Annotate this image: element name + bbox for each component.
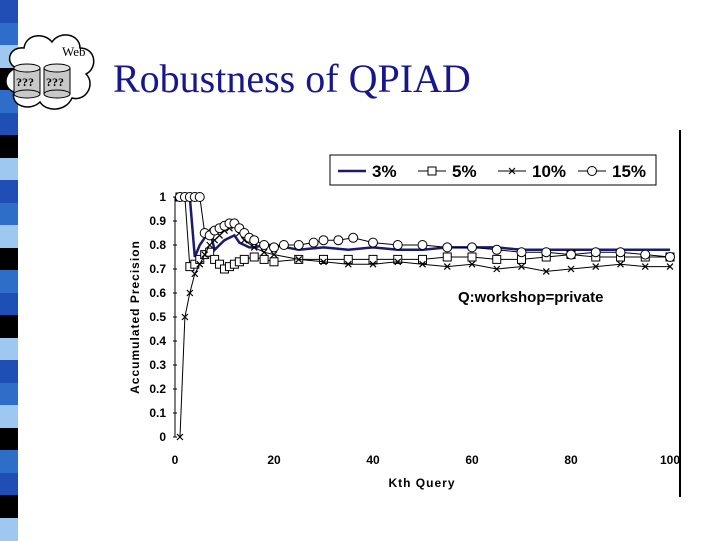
- y-tick-label: 0.8: [149, 238, 166, 252]
- stripe-segment: [0, 0, 18, 24]
- stripe-segment: [0, 518, 18, 541]
- y-axis-title: Accumulated Precision: [128, 240, 142, 394]
- data-point: [270, 243, 279, 252]
- web-cloud-database-icon: Web ??? ???: [2, 28, 98, 123]
- data-point: [591, 248, 600, 257]
- data-point: [294, 241, 303, 250]
- stripe-segment: [0, 158, 18, 182]
- legend-label: 5%: [452, 162, 477, 181]
- x-axis-title: Kth Query: [388, 476, 455, 490]
- data-point: [428, 167, 436, 175]
- precision-chart: 3% 5% 10% 15% 0 0.1 0.2 0.3 0.4 0.5 0.6 0.7 0.8 0.9 1…: [100, 125, 690, 500]
- stripe-segment: [0, 360, 18, 384]
- logo-web-label: Web: [62, 44, 86, 59]
- data-point: [443, 253, 451, 261]
- data-point: [260, 241, 269, 250]
- series-3: [175, 193, 674, 262]
- stripe-segment: [0, 225, 18, 249]
- y-tick-label: 0.9: [149, 214, 166, 228]
- data-point: [542, 248, 551, 257]
- data-point: [240, 255, 248, 263]
- stripe-segment: [0, 135, 18, 159]
- y-tick-label: 0.7: [149, 262, 166, 276]
- x-tick-label: 0: [172, 453, 179, 467]
- stripe-segment: [0, 203, 18, 227]
- stripe-segment: [0, 428, 18, 452]
- stripe-segment: [0, 315, 18, 339]
- x-tick-label: 20: [267, 453, 281, 467]
- stripe-segment: [0, 473, 18, 497]
- data-point: [309, 238, 318, 247]
- stripe-segment: [0, 270, 18, 294]
- stripe-segment: [0, 338, 18, 362]
- data-point: [270, 258, 278, 266]
- stripe-segment: [0, 180, 18, 204]
- data-point: [319, 236, 328, 245]
- data-point: [517, 248, 526, 257]
- data-point: [666, 253, 675, 262]
- data-point: [468, 243, 477, 252]
- legend-label: 3%: [372, 162, 397, 181]
- y-tick-label: 0.6: [149, 286, 166, 300]
- stripe-segment: [0, 450, 18, 474]
- data-point: [418, 241, 427, 250]
- x-tick-labels: 0 20 40 60 80 100: [172, 453, 681, 467]
- data-point: [349, 233, 358, 242]
- legend-label: 15%: [612, 162, 646, 181]
- data-point: [567, 250, 576, 259]
- stripe-segment: [0, 405, 18, 429]
- x-tick-label: 60: [465, 453, 479, 467]
- data-point: [393, 241, 402, 250]
- data-point: [616, 248, 625, 257]
- stripe-segment: [0, 248, 18, 272]
- data-point: [260, 255, 268, 263]
- data-point: [641, 250, 650, 259]
- y-tick-label: 0.1: [149, 406, 166, 420]
- y-tick-label: 0.2: [149, 382, 166, 396]
- data-point: [250, 253, 258, 261]
- y-tick-label: 1: [159, 190, 166, 204]
- y-tick-labels: 0 0.1 0.2 0.3 0.4 0.5 0.6 0.7 0.8 0.9 1: [149, 190, 177, 444]
- database-left-label: ???: [16, 75, 34, 89]
- data-point: [369, 238, 378, 247]
- data-point: [279, 241, 288, 250]
- data-point: [493, 255, 501, 263]
- data-point: [492, 245, 501, 254]
- stripe-segment: [0, 293, 18, 317]
- data-point: [334, 236, 343, 245]
- data-point: [588, 167, 597, 176]
- x-tick-label: 40: [366, 453, 380, 467]
- data-point: [468, 253, 476, 261]
- y-tick-label: 0.4: [149, 334, 166, 348]
- y-tick-label: 0.5: [149, 310, 166, 324]
- query-annotation: Q:workshop=private: [458, 289, 603, 306]
- database-right-label: ???: [46, 75, 64, 89]
- series-layer: [175, 193, 674, 441]
- data-point: [250, 236, 259, 245]
- y-tick-label: 0: [159, 430, 166, 444]
- x-tick-label: 100: [660, 453, 680, 467]
- x-tick-label: 80: [564, 453, 578, 467]
- data-point: [195, 193, 204, 202]
- stripe-segment: [0, 383, 18, 407]
- y-tick-label: 0.3: [149, 358, 166, 372]
- data-point: [443, 243, 452, 252]
- stripe-segment: [0, 495, 18, 519]
- slide-title: Robustness of QPIAD: [113, 55, 471, 102]
- data-point: [192, 271, 198, 277]
- legend-label: 10%: [532, 162, 566, 181]
